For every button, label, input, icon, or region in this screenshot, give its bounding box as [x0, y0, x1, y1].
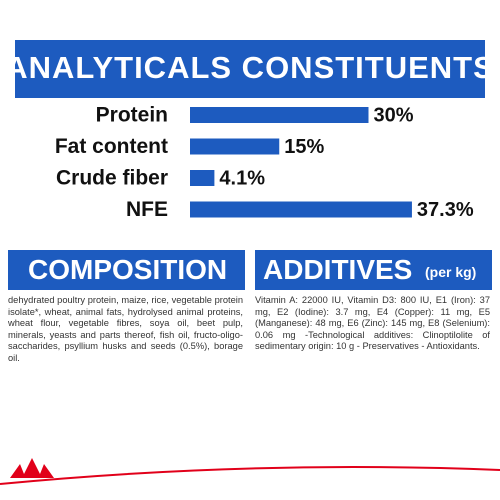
composition-text: dehydrated poultry protein, maize, rice,… — [8, 295, 243, 363]
composition-title: COMPOSITION — [28, 254, 228, 285]
chart-title: ANALYTICALS CONSTITUENTS — [5, 50, 495, 85]
chart: ANALYTICALS CONSTITUENTS Protein 30% Fat c… — [5, 50, 495, 221]
bar — [190, 201, 412, 218]
bar — [190, 170, 215, 186]
header-band — [15, 40, 485, 98]
value-label: 30% — [374, 104, 414, 126]
composition-header: COMPOSITION — [8, 250, 245, 290]
additives-title: ADDITIVES — [263, 254, 413, 285]
footer-curve — [0, 466, 500, 485]
value-label: 37.3% — [417, 199, 474, 221]
bar — [190, 138, 280, 155]
value-label: 4.1% — [219, 167, 265, 189]
bar — [190, 107, 369, 123]
category-label: Protein — [96, 104, 168, 127]
logo-crown — [10, 458, 54, 478]
additives-header: ADDITIVES (per kg) — [255, 250, 492, 290]
category-label: Crude fiber — [56, 167, 168, 190]
additives-subtitle: (per kg) — [425, 264, 477, 280]
category-label: NFE — [126, 198, 168, 221]
category-label: Fat content — [55, 135, 168, 158]
value-label: 15% — [284, 136, 324, 158]
additives-text: Vitamin A: 22000 IU, Vitamin D3: 800 IU,… — [255, 295, 490, 352]
footer-decoration — [0, 458, 500, 485]
